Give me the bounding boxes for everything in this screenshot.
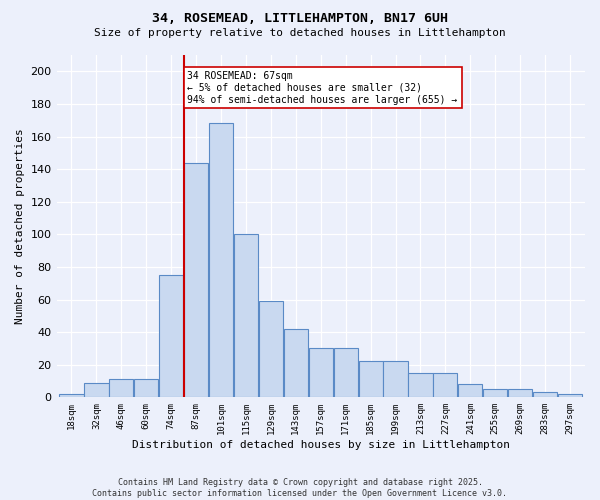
Text: 34 ROSEMEAD: 67sqm
← 5% of detached houses are smaller (32)
94% of semi-detached: 34 ROSEMEAD: 67sqm ← 5% of detached hous… bbox=[187, 72, 458, 104]
Y-axis label: Number of detached properties: Number of detached properties bbox=[15, 128, 25, 324]
Bar bbox=[85, 382, 109, 398]
Bar bbox=[558, 394, 582, 398]
Bar bbox=[209, 124, 233, 398]
Bar bbox=[409, 373, 433, 398]
Bar bbox=[383, 362, 407, 398]
Bar bbox=[134, 380, 158, 398]
Bar bbox=[159, 275, 183, 398]
Bar bbox=[259, 301, 283, 398]
Bar bbox=[109, 380, 133, 398]
Bar bbox=[433, 373, 457, 398]
Bar bbox=[284, 329, 308, 398]
Text: 34, ROSEMEAD, LITTLEHAMPTON, BN17 6UH: 34, ROSEMEAD, LITTLEHAMPTON, BN17 6UH bbox=[152, 12, 448, 26]
Bar bbox=[184, 162, 208, 398]
Bar bbox=[508, 389, 532, 398]
X-axis label: Distribution of detached houses by size in Littlehampton: Distribution of detached houses by size … bbox=[132, 440, 510, 450]
Text: Contains HM Land Registry data © Crown copyright and database right 2025.
Contai: Contains HM Land Registry data © Crown c… bbox=[92, 478, 508, 498]
Bar bbox=[234, 234, 258, 398]
Bar bbox=[308, 348, 333, 398]
Bar bbox=[533, 392, 557, 398]
Bar bbox=[359, 362, 383, 398]
Bar bbox=[334, 348, 358, 398]
Text: Size of property relative to detached houses in Littlehampton: Size of property relative to detached ho… bbox=[94, 28, 506, 38]
Bar bbox=[483, 389, 508, 398]
Bar bbox=[458, 384, 482, 398]
Bar bbox=[59, 394, 83, 398]
